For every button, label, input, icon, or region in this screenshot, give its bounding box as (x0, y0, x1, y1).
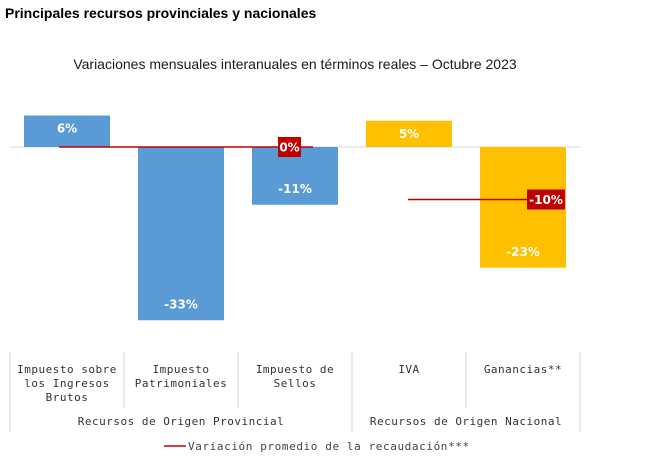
category-label: Impuesto (153, 363, 210, 376)
category-label: Sellos (274, 377, 317, 390)
average-label: 0% (279, 141, 299, 155)
bar (138, 147, 224, 321)
group-label: Recursos de Origen Provincial (78, 415, 285, 428)
category-label: Impuesto de (256, 363, 334, 376)
chart-title: Variaciones mensuales interanuales en té… (73, 56, 517, 72)
bar-value-label: 5% (399, 127, 419, 141)
bar-value-label: -33% (164, 297, 198, 311)
bar (366, 120, 452, 147)
legend-label: Variación promedio de la recaudación*** (188, 440, 470, 453)
category-label: Ganancias** (484, 363, 562, 376)
bar-value-label: -11% (278, 182, 312, 196)
bar-value-label: 6% (57, 122, 77, 136)
average-label-box (527, 189, 565, 210)
group-label: Recursos de Origen Nacional (370, 415, 562, 428)
average-label-box (278, 137, 301, 157)
average-label: -10% (529, 193, 563, 207)
page-heading: Principales recursos provinciales y naci… (5, 5, 317, 21)
category-label: los Ingresos (24, 377, 109, 390)
category-label: Brutos (46, 391, 89, 404)
category-label: Patrimoniales (135, 377, 228, 390)
bar-value-label: -23% (506, 245, 540, 259)
category-label: IVA (398, 363, 419, 376)
bar (24, 115, 110, 147)
category-label: Impuesto sobre (17, 363, 117, 376)
